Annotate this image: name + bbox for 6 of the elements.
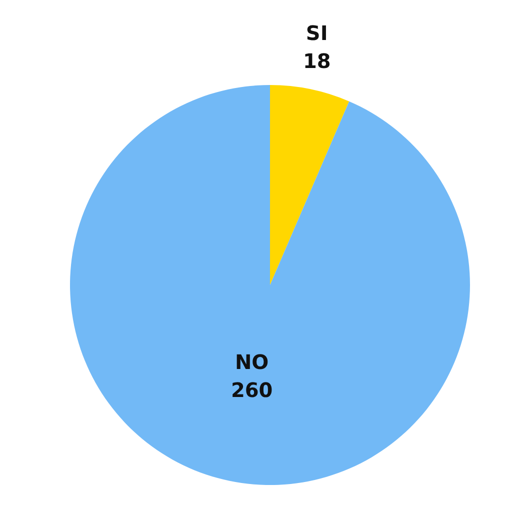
slice-label: SI bbox=[306, 20, 328, 45]
pie-slice bbox=[270, 85, 350, 285]
data-label: 18 bbox=[302, 48, 331, 73]
pie-slice bbox=[70, 85, 470, 485]
data-label: 260 bbox=[230, 378, 273, 402]
slice-label: NO bbox=[234, 350, 269, 374]
